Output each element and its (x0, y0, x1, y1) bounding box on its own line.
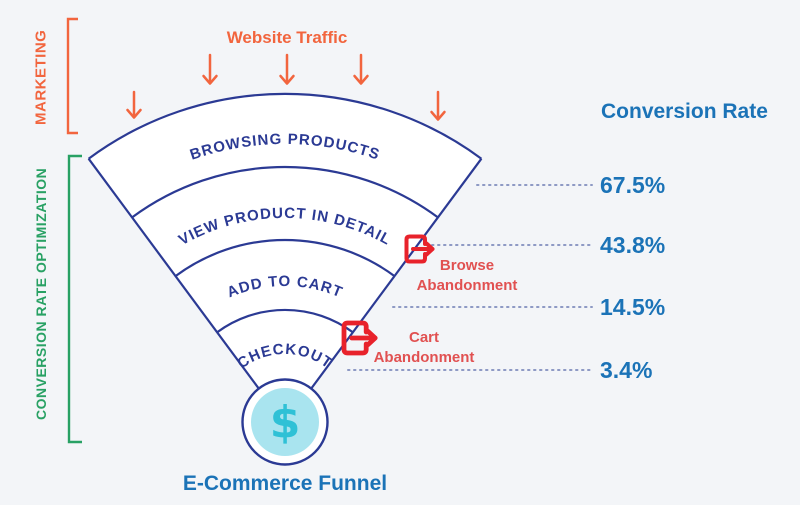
dollar-sign: $ (270, 397, 301, 448)
funnel-divider-arc-1 (131, 165, 439, 219)
funnel-outer-arc (87, 92, 483, 160)
funnel-right-edge (309, 158, 483, 391)
conversion-rate-browsing: 67.5% (600, 172, 666, 198)
browse-exit-arrow-icon (404, 234, 435, 264)
browse-abandonment-label: Browse Abandonment (402, 256, 532, 295)
dollar-circle-fill (251, 388, 319, 456)
leader-lines (347, 184, 593, 371)
conversion-rate-view-product: 43.8% (600, 232, 666, 258)
cart-abandonment-label: Cart Abandonment (359, 328, 489, 367)
website-traffic-label: Website Traffic (226, 28, 348, 47)
down-arrow-icon (279, 53, 295, 85)
traffic-arrows (126, 53, 446, 121)
cart-exit-arrow-icon (341, 320, 378, 356)
cart-abandonment-line2: Abandonment (373, 348, 475, 366)
dollar-circle-icon: $ (241, 378, 329, 466)
conversion-rate-checkout: 3.4% (600, 357, 653, 383)
marketing-section-label: MARKETING (32, 29, 50, 125)
funnel-divider-arc-2 (174, 238, 396, 277)
cro-section-label: CONVERSION RATE OPTIMIZATION (33, 167, 49, 421)
funnel-divider-arc-3 (216, 308, 354, 334)
down-arrow-icon (353, 53, 369, 85)
conversion-rate-add-to-cart: 14.5% (600, 294, 666, 320)
down-arrow-icon (202, 53, 218, 85)
funnel-wedge (88, 93, 482, 424)
conversion-rate-header: Conversion Rate (601, 100, 768, 123)
cro-bracket (67, 154, 82, 444)
cart-abandonment-line1: Cart (408, 329, 439, 346)
down-arrow-icon (430, 90, 446, 121)
browse-abandonment-line2: Abandonment (416, 276, 518, 294)
marketing-bracket (66, 17, 78, 135)
funnel-outlines (87, 92, 483, 391)
down-arrow-icon (126, 90, 142, 119)
funnel-left-edge (87, 158, 261, 391)
funnel-caption: E-Commerce Funnel (182, 472, 388, 495)
browse-abandonment-line1: Browse (439, 257, 495, 274)
